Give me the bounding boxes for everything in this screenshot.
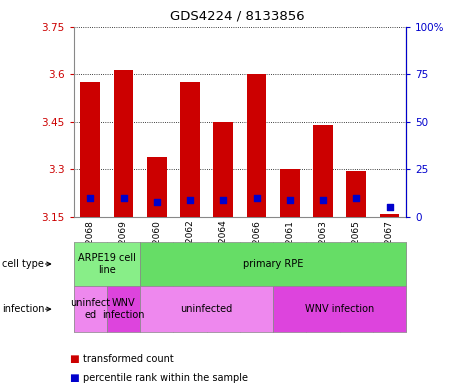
Point	[352, 195, 360, 201]
Bar	[147, 157, 167, 217]
Bar	[280, 169, 300, 217]
Bar	[380, 214, 399, 217]
Point	[219, 197, 227, 203]
Bar	[114, 70, 133, 217]
Text: GDS4224 / 8133856: GDS4224 / 8133856	[170, 10, 305, 23]
Text: ■: ■	[69, 373, 79, 383]
Bar	[180, 82, 200, 217]
Bar	[346, 171, 366, 217]
Point	[186, 197, 194, 203]
Text: uninfect
ed: uninfect ed	[70, 298, 110, 320]
Point	[253, 195, 260, 201]
Point	[86, 195, 94, 201]
Bar	[213, 122, 233, 217]
Text: WNV infection: WNV infection	[305, 304, 374, 314]
Text: percentile rank within the sample: percentile rank within the sample	[83, 373, 248, 383]
Text: infection: infection	[2, 304, 45, 314]
Text: transformed count: transformed count	[83, 354, 174, 364]
Point	[286, 197, 294, 203]
Text: cell type: cell type	[2, 259, 44, 269]
Bar	[80, 82, 100, 217]
Point	[319, 197, 327, 203]
Point	[153, 199, 161, 205]
Text: ARPE19 cell
line: ARPE19 cell line	[78, 253, 136, 275]
Point	[120, 195, 127, 201]
Text: primary RPE: primary RPE	[243, 259, 304, 269]
Text: ■: ■	[69, 354, 79, 364]
Bar	[313, 125, 333, 217]
Text: uninfected: uninfected	[180, 304, 233, 314]
Bar	[247, 74, 266, 217]
Text: WNV
infection: WNV infection	[102, 298, 145, 320]
Point	[386, 204, 393, 210]
